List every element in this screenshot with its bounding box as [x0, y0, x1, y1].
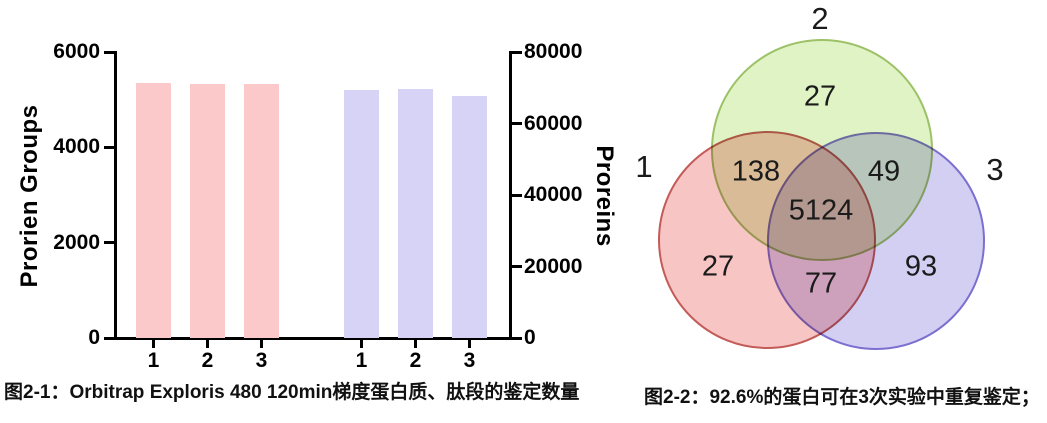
venn-region-count-only_1: 27	[701, 250, 735, 283]
venn-region-count-1_and_2: 138	[731, 155, 781, 188]
x-axis-tick	[206, 339, 209, 348]
left-axis-tick-label: 4000	[53, 135, 100, 159]
right-axis-tick	[512, 122, 522, 125]
right-axis-line	[509, 50, 512, 340]
left-axis-title: Prorien Groups	[16, 104, 43, 288]
left-axis-tick	[104, 336, 114, 340]
x-axis-line	[114, 336, 512, 340]
right-axis-tick-label: 80000	[524, 40, 583, 63]
bar-prorien-groups-2	[190, 84, 225, 338]
x-axis-tick-label: 2	[201, 349, 214, 372]
left-axis-line	[114, 50, 117, 340]
bar-proreins-1	[344, 89, 379, 338]
right-axis-tick	[512, 336, 522, 340]
x-axis-tick	[260, 339, 263, 348]
venn-region-count-2_and_3: 49	[867, 155, 901, 188]
left-axis-tick	[104, 50, 114, 54]
x-axis-tick	[360, 339, 363, 348]
right-axis-tick	[512, 50, 522, 54]
bar-proreins-3	[452, 95, 487, 338]
left-axis-tick-label: 0	[88, 326, 100, 349]
venn-region-count-only_2: 27	[803, 80, 837, 113]
x-axis-tick	[414, 339, 417, 348]
left-axis-tick-label: 6000	[53, 40, 100, 63]
figure-1-caption: 图2-1：Orbitrap Exploris 480 120min梯度蛋白质、肽…	[4, 382, 580, 403]
x-axis-tick-label: 3	[463, 349, 476, 372]
venn-set-label-2: 2	[811, 1, 829, 36]
x-axis-tick-label: 1	[147, 349, 160, 372]
right-axis-tick-label: 20000	[524, 254, 583, 278]
left-axis-tick	[104, 145, 114, 149]
figure-2-caption: 图2-2：92.6%的蛋白可在3次实验中重复鉴定；	[644, 387, 1040, 408]
left-axis-tick	[104, 241, 114, 245]
right-axis-title: Proreins	[591, 145, 618, 247]
left-axis-tick-label: 2000	[53, 230, 100, 254]
x-axis-tick-label: 3	[255, 349, 268, 372]
venn-region-count-1_and_3: 77	[804, 267, 838, 300]
x-axis-tick-label: 1	[355, 349, 368, 372]
right-axis-tick-label: 40000	[524, 183, 583, 206]
venn-set-label-1: 1	[635, 149, 653, 184]
right-axis-tick-label: 60000	[524, 111, 583, 135]
venn-circle-3	[767, 132, 985, 350]
x-axis-tick-label: 2	[409, 349, 422, 372]
x-axis-tick	[152, 339, 155, 348]
bar-prorien-groups-3	[244, 83, 279, 338]
right-axis-tick	[512, 265, 522, 268]
venn-set-label-3: 3	[986, 152, 1004, 187]
x-axis-tick	[468, 339, 471, 348]
venn-region-count-all: 5124	[788, 194, 854, 227]
venn-region-count-only_3: 93	[904, 250, 938, 283]
right-axis-tick-label: 0	[524, 326, 536, 349]
right-axis-tick	[512, 193, 522, 197]
bar-prorien-groups-1	[136, 82, 171, 338]
bar-proreins-2	[398, 89, 433, 338]
